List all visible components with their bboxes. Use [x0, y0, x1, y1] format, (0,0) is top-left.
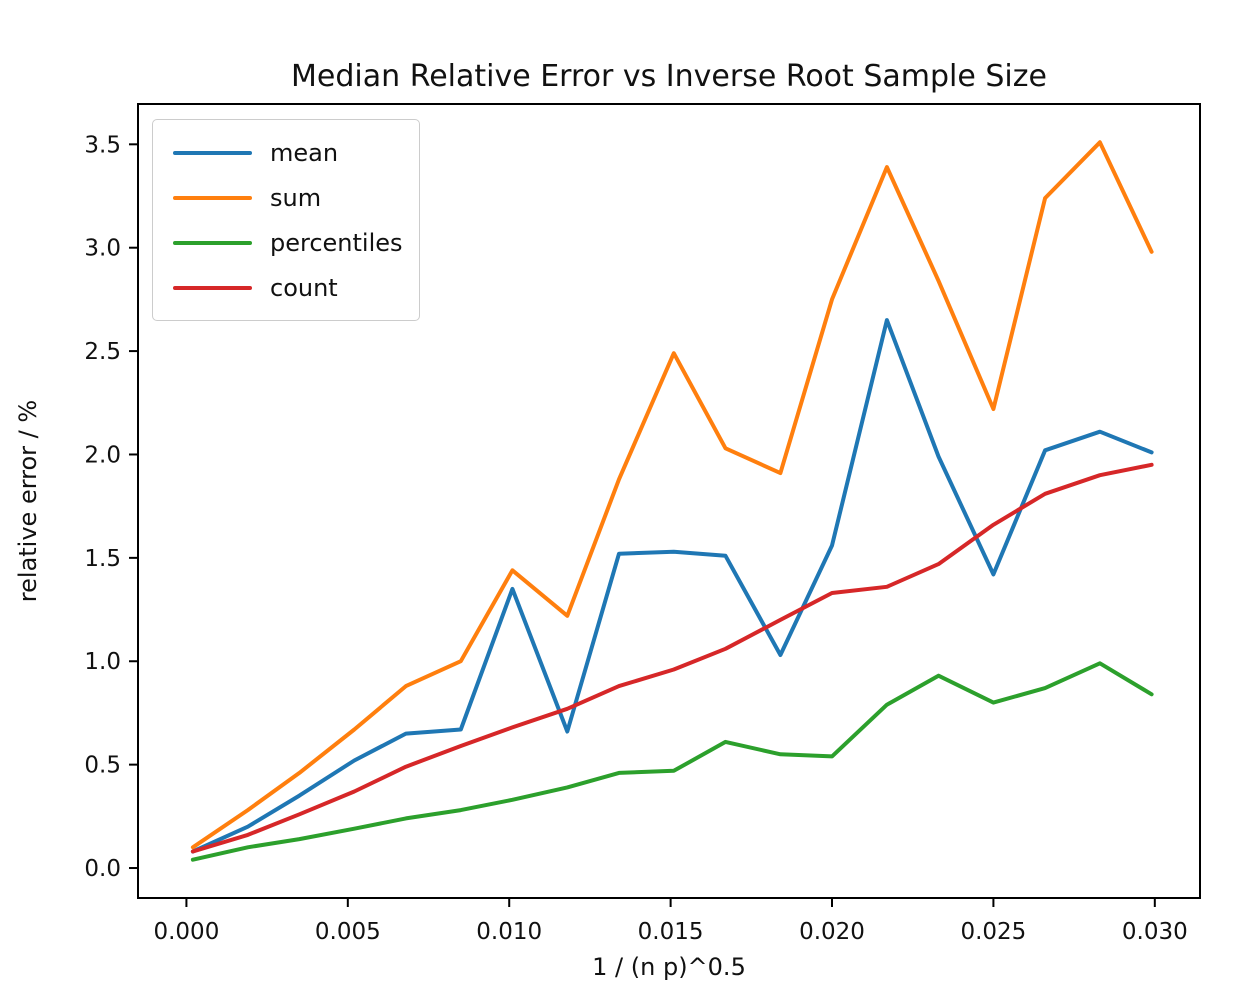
legend-item-sum: sum: [167, 175, 403, 220]
x-tick-label: 0.030: [1122, 919, 1188, 945]
x-tick-label: 0.005: [315, 919, 381, 945]
legend-line-swatch: [173, 150, 252, 155]
x-tick-label: 0.025: [960, 919, 1026, 945]
x-tick-label: 0.020: [799, 919, 865, 945]
legend-label: count: [270, 273, 338, 302]
x-axis-label: 1 / (n p)^0.5: [592, 953, 746, 981]
legend-label: mean: [270, 138, 339, 167]
y-tick-label: 1.5: [84, 546, 121, 572]
series-line-count: [190, 462, 1154, 854]
y-axis-ticks: 0.0 0.5 1.0 1.5 2.0 2.5 3.0 3.5: [84, 132, 138, 882]
legend-line-swatch: [173, 240, 252, 245]
legend-line-swatch: [173, 195, 252, 200]
x-axis-ticks: 0.000 0.005 0.010 0.015 0.020 0.025 0.030: [153, 898, 1188, 945]
legend-line-swatch: [173, 285, 252, 290]
legend-label: percentiles: [270, 228, 403, 257]
legend: mean sum percentiles count: [152, 119, 420, 321]
y-tick-label: 0.5: [84, 753, 121, 779]
y-axis-label: relative error / %: [14, 400, 42, 602]
series-line-percentiles: [190, 661, 1154, 862]
y-tick-label: 1.0: [84, 649, 121, 675]
y-tick-label: 2.5: [84, 339, 121, 365]
y-tick-label: 3.0: [84, 236, 121, 262]
legend-label: sum: [270, 183, 322, 212]
x-tick-label: 0.010: [476, 919, 542, 945]
y-tick-label: 2.0: [84, 442, 121, 468]
x-tick-label: 0.000: [153, 919, 219, 945]
series-line-mean: [190, 318, 1154, 854]
chart-title: Median Relative Error vs Inverse Root Sa…: [291, 59, 1047, 94]
legend-item-percentiles: percentiles: [167, 220, 403, 265]
y-tick-label: 3.5: [84, 132, 121, 158]
series-lines: [190, 140, 1154, 862]
plot-area-border: [137, 103, 1201, 899]
x-tick-label: 0.015: [638, 919, 704, 945]
series-line-sum: [190, 140, 1154, 850]
legend-item-count: count: [167, 265, 403, 310]
legend-item-mean: mean: [167, 130, 403, 175]
y-tick-label: 0.0: [84, 856, 121, 882]
